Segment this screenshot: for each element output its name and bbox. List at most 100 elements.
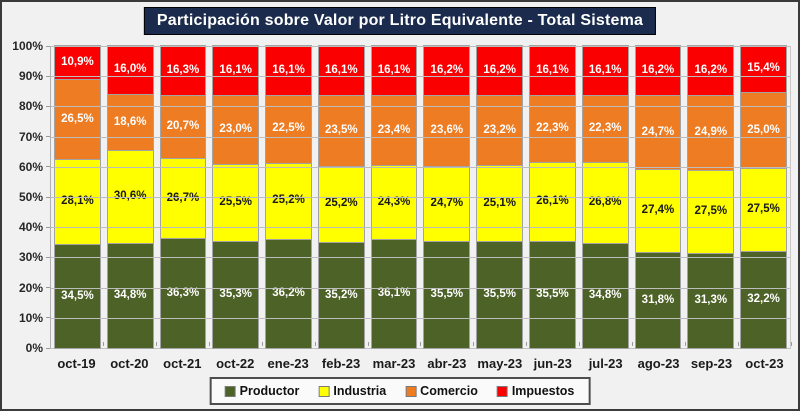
bar-oct-19: 10,9% 26,5% 28,1% 34,5% xyxy=(55,46,100,348)
bar-jul-23: 16,1% 22,3% 26,8% 34,8% xyxy=(582,46,628,348)
segment-comercio-jun-23: 22,3% xyxy=(530,94,575,162)
data-label: 25,2% xyxy=(324,197,358,210)
segment-impuestos-jul-23: 16,1% xyxy=(582,46,628,95)
data-label: 22,3% xyxy=(588,122,622,135)
data-label: 16,1% xyxy=(536,63,569,76)
x-axis-label-jul-23: jul-23 xyxy=(579,341,634,371)
segment-impuestos-ago-23: 16,2% xyxy=(635,46,681,95)
segment-productor-abr-23: 35,5% xyxy=(424,240,470,348)
bar-mar-23: 16,1% 23,4% 24,3% 36,1% xyxy=(371,46,417,348)
y-axis: 100% 90% 80% 70% 60% 50% 40% 30% 20% 10% 0% xyxy=(6,39,50,355)
y-axis-tick-mark xyxy=(46,256,50,258)
data-label: 26,8% xyxy=(588,196,622,209)
segment-productor-oct-19: 34,5% xyxy=(55,243,100,348)
data-label: 25,2% xyxy=(272,194,305,207)
data-label: 16,2% xyxy=(483,63,516,76)
y-axis-tick-label: 50% xyxy=(18,190,43,204)
legend-item-comercio: Comercio xyxy=(406,384,478,398)
data-label: 16,3% xyxy=(166,63,200,76)
segment-impuestos-oct-23: 15,4% xyxy=(741,46,786,93)
gridline xyxy=(51,76,790,78)
y-axis-tick-label: 100% xyxy=(12,39,43,53)
data-label: 35,5% xyxy=(430,288,464,301)
y-axis-tick-mark xyxy=(46,105,50,107)
data-label: 25,0% xyxy=(747,123,780,136)
segment-impuestos-abr-23: 16,2% xyxy=(424,46,470,95)
plot-area: 10,9% 26,5% 28,1% 34,5% 16,0% 18,6% 30,6% 34,8%… xyxy=(50,46,791,348)
data-label: 22,5% xyxy=(272,122,305,135)
bar-sep-23: 16,2% 24,9% 27,5% 31,3% xyxy=(688,46,734,348)
data-label: 25,1% xyxy=(483,196,516,209)
bar-ago-23: 16,2% 24,7% 27,4% 31,8% xyxy=(635,46,681,348)
data-label: 16,1% xyxy=(588,63,622,76)
segment-productor-feb-23: 35,2% xyxy=(318,241,364,348)
data-label: 23,6% xyxy=(430,124,464,137)
segment-impuestos-oct-22: 16,1% xyxy=(213,46,259,95)
y-axis-tick-label: 10% xyxy=(18,310,43,325)
data-label: 22,3% xyxy=(536,122,569,135)
segment-impuestos-feb-23: 16,1% xyxy=(318,46,364,95)
data-label: 30,6% xyxy=(114,191,147,203)
x-axis-label-jun-23: jun-23 xyxy=(526,341,581,371)
data-label: 34,8% xyxy=(588,289,622,302)
legend-label: Comercio xyxy=(420,384,478,398)
gridline xyxy=(51,46,790,47)
segment-industria-abr-23: 24,7% xyxy=(424,166,470,241)
y-axis-tick-label: 60% xyxy=(18,159,43,174)
data-label: 16,1% xyxy=(324,63,358,76)
x-axis-labels: oct-19 oct-20 oct-21 oct-22 ene-23 feb-23 mar-… xyxy=(50,341,792,377)
gridline xyxy=(51,166,790,168)
bar-feb-23: 16,1% 23,5% 25,2% 35,2% xyxy=(318,46,364,348)
legend-swatch-productor xyxy=(225,386,235,396)
y-axis-tick-mark xyxy=(46,75,50,77)
data-label: 35,5% xyxy=(483,288,516,301)
x-axis-label-feb-23: feb-23 xyxy=(315,341,369,371)
data-label: 16,0% xyxy=(113,63,147,76)
x-axis-label-mar-23: mar-23 xyxy=(368,341,422,371)
segment-comercio-jul-23: 22,3% xyxy=(582,94,628,162)
segment-impuestos-ene-23: 16,1% xyxy=(266,46,311,95)
bar-ene-23: 16,1% 22,5% 25,2% 36,2% xyxy=(266,46,311,348)
legend-item-industria: Industria xyxy=(319,384,386,398)
data-label: 35,5% xyxy=(536,288,569,301)
x-axis-label-oct-20: oct-20 xyxy=(103,341,157,371)
data-label: 27,4% xyxy=(641,204,675,217)
data-label: 36,3% xyxy=(166,286,200,299)
data-label: 23,5% xyxy=(324,123,358,136)
legend-swatch-comercio xyxy=(406,386,416,396)
y-axis-tick-label: 0% xyxy=(25,341,43,355)
data-label: 26,1% xyxy=(536,195,569,208)
data-label: 23,4% xyxy=(377,123,411,136)
segment-productor-oct-22: 35,3% xyxy=(213,241,259,348)
y-axis-tick-label: 80% xyxy=(18,99,43,114)
data-label: 16,1% xyxy=(272,63,305,76)
chart-region: 100% 90% 80% 70% 60% 50% 40% 30% 20% 10% 0% 10,9% 2… xyxy=(6,39,792,377)
segment-productor-oct-21: 36,3% xyxy=(160,238,206,348)
segment-industria-oct-23: 27,5% xyxy=(741,167,786,251)
segment-comercio-feb-23: 23,5% xyxy=(318,94,364,166)
legend-swatch-industria xyxy=(319,386,329,396)
segment-impuestos-sep-23: 16,2% xyxy=(688,46,734,95)
segment-comercio-oct-23: 25,0% xyxy=(741,92,786,168)
segment-productor-sep-23: 31,3% xyxy=(688,253,734,348)
data-label: 28,1% xyxy=(61,195,94,208)
legend-label: Industria xyxy=(333,384,387,398)
x-axis-label-oct-22: oct-22 xyxy=(209,341,263,371)
chart-title: Participación sobre Valor por Litro Equi… xyxy=(143,7,657,35)
x-axis-label-ene-23: ene-23 xyxy=(262,341,316,371)
legend-label: Impuestos xyxy=(511,384,575,398)
segment-industria-may-23: 25,1% xyxy=(477,164,523,241)
data-label: 16,1% xyxy=(219,63,253,76)
gridline xyxy=(51,317,790,319)
gridline xyxy=(51,197,790,198)
y-axis-tick-label: 70% xyxy=(18,129,43,144)
y-axis-tick-mark xyxy=(46,136,50,138)
y-axis-tick-label: 20% xyxy=(18,280,43,295)
data-label: 26,7% xyxy=(167,192,200,205)
data-label: 31,3% xyxy=(694,294,728,307)
y-axis-tick-mark xyxy=(46,347,50,349)
data-label: 27,5% xyxy=(694,205,728,218)
legend-swatch-impuestos xyxy=(497,386,507,396)
data-label: 20,7% xyxy=(166,120,200,133)
